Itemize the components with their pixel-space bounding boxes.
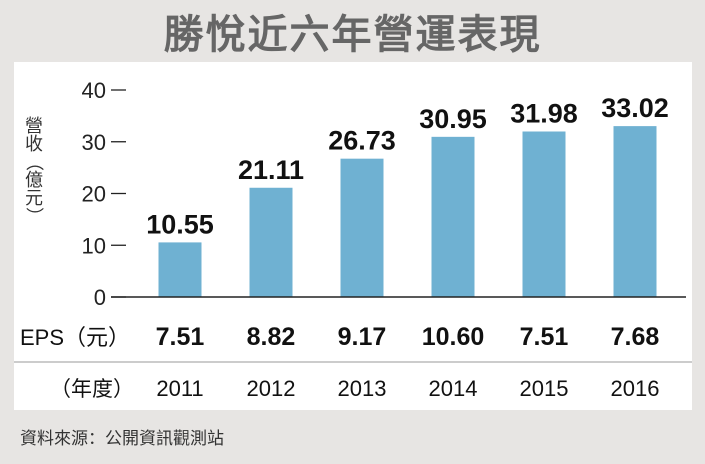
y-axis-label-char: （ xyxy=(24,153,44,171)
eps-value: 10.60 xyxy=(422,323,485,351)
chart-panel: 0 10 20 30 40 營收（億元） 10.55 21.11 26.73 30.95 31.… xyxy=(14,62,692,410)
y-tick-label: 20 xyxy=(82,182,106,207)
bar-2013 xyxy=(340,158,384,297)
value-label: 33.02 xyxy=(601,93,669,123)
source-note: 資料來源：公開資訊觀測站 xyxy=(20,429,224,449)
y-tick-label: 30 xyxy=(82,130,106,155)
bar-chart: 0 10 20 30 40 營收（億元） 10.55 21.11 26.73 30.95 31.… xyxy=(14,78,692,401)
year-label: 2014 xyxy=(429,376,478,401)
year-label: 2015 xyxy=(520,376,569,401)
y-axis-label-char: 收 xyxy=(25,134,43,154)
value-label: 30.95 xyxy=(419,104,487,134)
y-axis-label: 營收（億元） xyxy=(24,116,44,225)
y-axis-label-char: 營 xyxy=(25,116,43,136)
eps-values: 7.51 8.82 9.17 10.60 7.51 7.68 xyxy=(156,323,660,351)
y-axis: 0 10 20 30 40 xyxy=(82,78,126,310)
eps-value: 9.17 xyxy=(338,323,387,351)
y-axis-label-char: 元 xyxy=(25,188,43,208)
bar-2012 xyxy=(249,187,293,297)
eps-value: 8.82 xyxy=(247,323,296,351)
eps-value: 7.51 xyxy=(520,323,569,351)
value-label: 21.11 xyxy=(238,155,304,185)
y-tick-label: 0 xyxy=(94,285,106,310)
y-axis-label-char: ） xyxy=(24,207,44,225)
value-label: 31.98 xyxy=(510,99,578,129)
value-label: 10.55 xyxy=(146,209,214,239)
year-label: 2016 xyxy=(611,376,660,401)
y-tick-label: 10 xyxy=(82,233,106,258)
bar-2015 xyxy=(522,131,566,297)
year-label: 2013 xyxy=(338,376,387,401)
value-label: 26.73 xyxy=(328,126,396,156)
year-labels: 2011 2012 2013 2014 2015 2016 xyxy=(156,376,659,401)
y-axis-label-char: 億 xyxy=(25,170,43,190)
year-label: 2012 xyxy=(247,376,296,401)
bar-2011 xyxy=(158,242,202,297)
year-row-label: （年度） xyxy=(50,378,134,401)
eps-value: 7.51 xyxy=(156,323,205,351)
bars xyxy=(158,126,657,298)
eps-value: 7.68 xyxy=(611,323,660,351)
chart-title: 勝悅近六年營運表現 xyxy=(163,12,542,58)
year-label: 2011 xyxy=(156,376,203,401)
bar-2016 xyxy=(613,126,657,298)
y-tick-label: 40 xyxy=(82,78,106,103)
eps-row-label: EPS（元） xyxy=(20,325,130,350)
value-labels: 10.55 21.11 26.73 30.95 31.98 33.02 xyxy=(146,93,669,239)
bar-2014 xyxy=(431,136,475,297)
title-bar: 勝悅近六年營運表現 xyxy=(0,0,705,62)
